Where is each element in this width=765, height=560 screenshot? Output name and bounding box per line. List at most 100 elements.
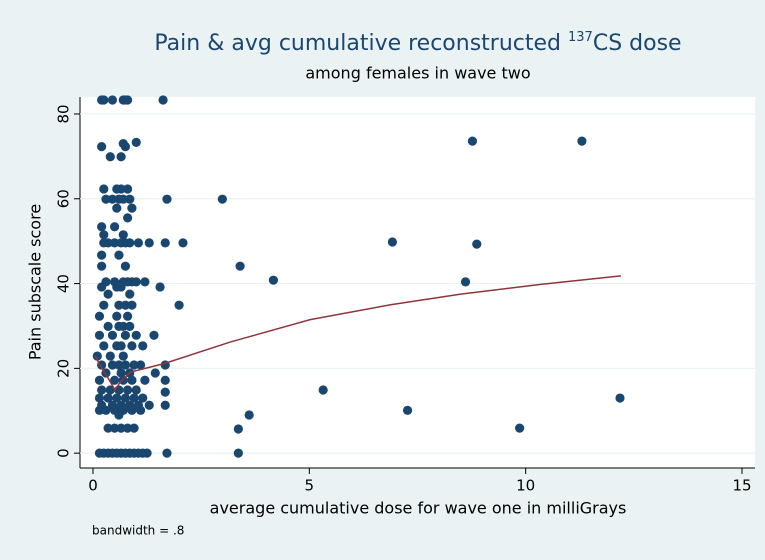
- point: [118, 375, 128, 385]
- title-superscript: 137: [568, 30, 593, 45]
- point: [160, 387, 170, 397]
- point: [150, 368, 160, 378]
- point: [127, 405, 137, 415]
- point: [268, 275, 279, 285]
- point: [112, 203, 122, 213]
- point: [107, 194, 118, 204]
- point: [107, 95, 118, 105]
- point: [129, 393, 139, 403]
- point: [131, 385, 141, 395]
- point: [120, 300, 131, 310]
- point: [110, 423, 120, 433]
- point: [114, 250, 124, 260]
- point: [114, 360, 124, 370]
- plot-area: [80, 97, 755, 468]
- point: [118, 351, 128, 361]
- title-part: Pain & avg cumulative reconstructed: [154, 31, 568, 56]
- point: [94, 375, 105, 385]
- point: [94, 405, 105, 415]
- point: [97, 222, 107, 232]
- point: [125, 321, 135, 331]
- x-axis-label: average cumulative dose for wave one in …: [210, 499, 627, 518]
- point: [160, 238, 170, 248]
- point: [149, 330, 159, 340]
- point: [577, 136, 587, 146]
- point: [131, 277, 141, 287]
- point: [233, 424, 243, 434]
- point: [233, 448, 243, 458]
- point: [140, 277, 150, 287]
- point: [120, 142, 131, 152]
- point: [103, 289, 113, 299]
- x-tick-label: 15: [732, 477, 751, 495]
- point: [116, 152, 126, 162]
- point: [144, 238, 154, 248]
- note: bandwidth = .8: [92, 524, 184, 538]
- point: [116, 282, 126, 292]
- point: [103, 393, 113, 403]
- point: [127, 300, 137, 310]
- point: [244, 410, 254, 420]
- point: [97, 385, 107, 395]
- point: [515, 423, 525, 433]
- point: [467, 136, 478, 146]
- point: [103, 321, 113, 331]
- point: [120, 393, 131, 403]
- point: [101, 194, 111, 204]
- point: [162, 194, 172, 204]
- point: [131, 330, 141, 340]
- point: [97, 250, 107, 260]
- x-tick-label: 5: [305, 477, 315, 495]
- point: [92, 351, 102, 361]
- y-tick-label: 60: [55, 189, 73, 208]
- point: [122, 311, 133, 321]
- point: [118, 321, 128, 331]
- point: [116, 368, 126, 378]
- x-tick-label: 10: [516, 477, 535, 495]
- point: [94, 311, 105, 321]
- point: [460, 277, 471, 287]
- y-tick-label: 80: [55, 104, 73, 123]
- y-axis-label: Pain subscale score: [26, 204, 45, 360]
- point: [122, 213, 133, 223]
- point: [174, 300, 184, 310]
- point: [135, 405, 146, 415]
- point: [135, 360, 146, 370]
- point: [127, 203, 137, 213]
- point: [94, 330, 105, 340]
- point: [110, 375, 120, 385]
- point: [120, 360, 131, 370]
- point: [118, 194, 128, 204]
- point: [107, 360, 118, 370]
- point: [235, 261, 245, 271]
- point: [133, 238, 144, 248]
- point: [114, 410, 124, 420]
- x-tick-label: 0: [88, 477, 98, 495]
- point: [125, 194, 135, 204]
- point: [103, 238, 113, 248]
- point: [105, 152, 115, 162]
- point: [101, 405, 111, 415]
- y-tick-label: 20: [55, 359, 73, 378]
- y-tick-label: 40: [55, 274, 73, 293]
- point: [318, 385, 328, 395]
- point: [129, 423, 139, 433]
- point: [110, 238, 120, 248]
- point: [155, 282, 165, 292]
- point: [97, 261, 107, 271]
- point: [122, 423, 133, 433]
- point: [144, 400, 154, 410]
- point: [103, 423, 113, 433]
- point: [472, 239, 482, 249]
- point: [112, 393, 122, 403]
- point: [129, 360, 139, 370]
- point: [116, 341, 126, 351]
- point: [99, 95, 109, 105]
- point: [162, 448, 172, 458]
- point: [160, 375, 170, 385]
- lowess-line: [94, 275, 621, 392]
- point: [122, 385, 133, 395]
- point: [99, 184, 109, 194]
- point: [105, 351, 115, 361]
